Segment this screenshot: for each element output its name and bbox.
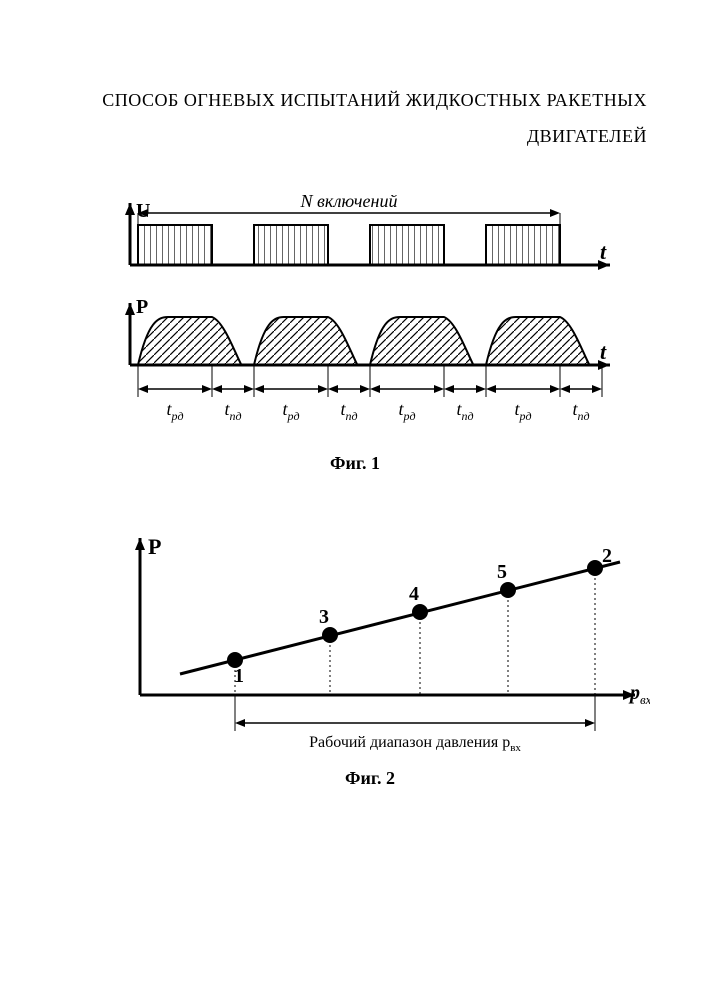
svg-text:tpд: tpд (166, 399, 183, 423)
fig1-svg: UtN включенийPttpдtnдtpдtnдtpдtnдtpдtnд (90, 195, 620, 445)
svg-text:t: t (600, 239, 607, 264)
svg-text:1: 1 (234, 665, 244, 687)
svg-text:P: P (136, 296, 148, 318)
svg-text:tnд: tnд (224, 399, 241, 423)
fig1-caption: Фиг. 1 (90, 453, 620, 474)
svg-text:3: 3 (319, 606, 329, 628)
svg-text:tnд: tnд (340, 399, 357, 423)
svg-text:tnд: tnд (572, 399, 589, 423)
svg-text:N включений: N включений (300, 195, 398, 211)
title-line-1: СПОСОБ ОГНЕВЫХ ИСПЫТАНИЙ ЖИДКОСТНЫХ РАКЕ… (102, 90, 647, 110)
svg-text:P: P (148, 534, 161, 559)
svg-text:pвх: pвх (628, 682, 650, 707)
svg-text:tpд: tpд (514, 399, 531, 423)
figure-1: UtN включенийPttpдtnдtpдtnдtpдtnдtpдtnд … (90, 195, 620, 474)
svg-text:t: t (600, 339, 607, 364)
svg-text:tpд: tpд (282, 399, 299, 423)
svg-text:Рабочий диапазон давления pвх: Рабочий диапазон давления pвх (309, 734, 521, 754)
svg-text:4: 4 (409, 583, 419, 605)
title-line-2: ДВИГАТЕЛЕЙ (527, 126, 647, 146)
fig2-caption: Фиг. 2 (90, 768, 650, 789)
svg-text:2: 2 (602, 545, 612, 567)
svg-text:tnд: tnд (456, 399, 473, 423)
svg-text:5: 5 (497, 561, 507, 583)
figure-2: Ppвх 1 3 4 5 2 Рабочий диапазон давления pвх Ф… (90, 520, 650, 789)
page-title: СПОСОБ ОГНЕВЫХ ИСПЫТАНИЙ ЖИДКОСТНЫХ РАКЕ… (0, 82, 647, 154)
fig2-svg: Ppвх 1 3 4 5 2 Рабочий диапазон давления pвх (90, 520, 650, 760)
svg-text:tpд: tpд (398, 399, 415, 423)
